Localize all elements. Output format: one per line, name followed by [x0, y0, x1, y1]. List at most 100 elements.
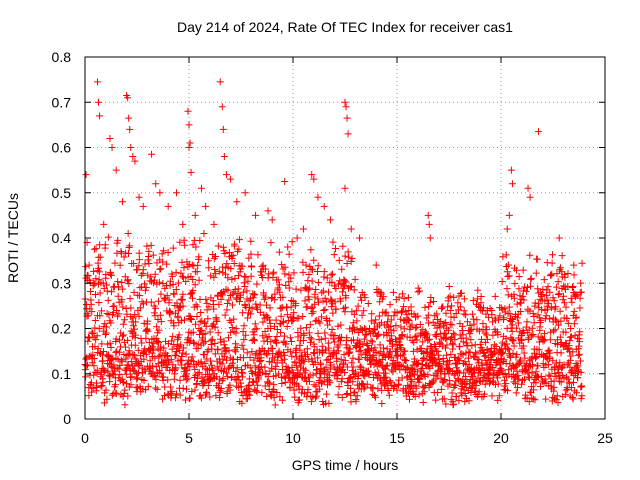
data-point	[227, 265, 235, 273]
data-point	[245, 375, 253, 383]
data-point	[567, 352, 575, 360]
data-point	[515, 285, 523, 293]
data-point	[531, 299, 539, 307]
data-point	[342, 278, 350, 286]
data-point	[557, 349, 565, 357]
data-point	[124, 362, 132, 370]
data-point	[122, 370, 130, 378]
data-point	[560, 299, 568, 307]
data-point	[135, 262, 143, 270]
data-point	[335, 256, 343, 264]
data-point	[538, 306, 546, 314]
data-point	[200, 339, 208, 347]
data-point	[454, 375, 462, 383]
data-point	[251, 362, 259, 370]
data-point	[498, 366, 506, 374]
data-point	[341, 277, 349, 285]
data-point	[476, 369, 484, 377]
data-point	[176, 376, 184, 384]
data-point	[361, 331, 369, 339]
data-point	[290, 309, 298, 317]
data-point	[132, 318, 140, 326]
data-point	[382, 308, 390, 316]
data-point	[321, 334, 329, 342]
data-point	[421, 303, 429, 311]
data-point	[371, 392, 379, 400]
data-point	[517, 358, 525, 366]
data-point	[565, 379, 573, 387]
data-point	[572, 292, 580, 300]
data-point	[201, 338, 209, 346]
data-point	[203, 306, 211, 314]
data-point	[513, 351, 521, 359]
data-point	[551, 369, 559, 377]
data-point	[402, 356, 410, 364]
data-point	[129, 322, 137, 330]
data-point	[554, 291, 562, 299]
data-point	[425, 319, 433, 327]
data-point	[104, 233, 112, 241]
data-point	[238, 369, 246, 377]
data-point	[403, 363, 411, 371]
data-point	[566, 333, 574, 341]
data-point	[438, 305, 446, 313]
data-point	[334, 391, 342, 399]
data-point	[570, 307, 578, 315]
data-point	[231, 340, 239, 348]
data-point	[195, 253, 203, 261]
data-point	[106, 134, 114, 142]
data-point	[537, 372, 545, 380]
data-point	[323, 274, 331, 282]
data-point	[504, 344, 512, 352]
data-point	[129, 314, 137, 322]
data-point	[305, 295, 313, 303]
data-point	[554, 399, 562, 407]
data-point	[347, 225, 355, 233]
data-point	[552, 372, 560, 380]
data-point	[480, 366, 488, 374]
data-point	[220, 153, 228, 161]
data-point	[422, 381, 430, 389]
data-point	[444, 303, 452, 311]
data-point	[553, 283, 561, 291]
data-point	[331, 331, 339, 339]
data-point	[554, 365, 562, 373]
data-point	[100, 220, 108, 228]
data-point	[116, 361, 124, 369]
data-point	[128, 373, 136, 381]
data-point	[102, 323, 110, 331]
data-point	[327, 295, 335, 303]
data-point	[271, 401, 279, 409]
data-point	[475, 327, 483, 335]
data-point	[412, 332, 420, 340]
data-point	[338, 265, 346, 273]
data-point	[88, 308, 96, 316]
data-point	[481, 390, 489, 398]
data-point	[357, 351, 365, 359]
data-point	[119, 303, 127, 311]
data-point	[284, 243, 292, 251]
data-point	[372, 261, 380, 269]
data-point	[360, 385, 368, 393]
data-point	[497, 364, 505, 372]
data-point	[318, 289, 326, 297]
data-point	[341, 357, 349, 365]
data-point	[114, 292, 122, 300]
data-point	[445, 283, 453, 291]
data-point	[85, 392, 93, 400]
data-point	[568, 298, 576, 306]
data-point	[577, 368, 585, 376]
data-point	[525, 373, 533, 381]
data-point	[414, 312, 422, 320]
data-point	[450, 313, 458, 321]
data-point	[545, 371, 553, 379]
data-point	[314, 193, 322, 201]
data-point	[547, 272, 555, 280]
data-point	[500, 314, 508, 322]
data-point	[169, 332, 177, 340]
data-point	[206, 328, 214, 336]
data-point	[442, 309, 450, 317]
data-point	[278, 359, 286, 367]
data-point	[177, 269, 185, 277]
data-point	[513, 300, 521, 308]
